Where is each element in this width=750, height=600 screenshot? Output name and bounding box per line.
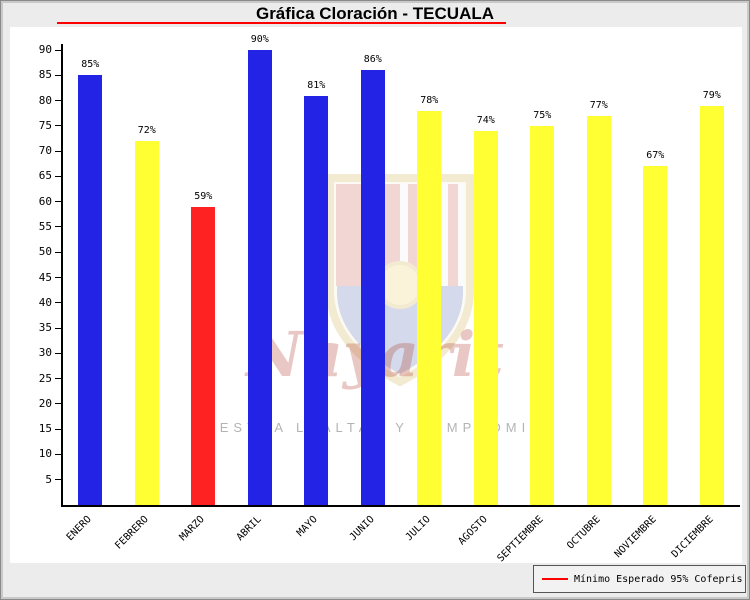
bar-value-label: 67% bbox=[646, 150, 665, 162]
page-title: Gráfica Cloración - TECUALA bbox=[255, 4, 495, 23]
y-tick-label: 75 bbox=[38, 118, 52, 132]
bar-value-label: 78% bbox=[420, 94, 439, 106]
y-tick-label: 70 bbox=[38, 144, 52, 158]
bar bbox=[586, 115, 611, 505]
y-tick-label: 45 bbox=[38, 270, 52, 284]
y-tick-mark bbox=[55, 378, 61, 380]
y-tick-mark bbox=[55, 100, 61, 102]
legend: Mínimo Esperado 95% Cofepris bbox=[533, 565, 746, 593]
y-tick-mark bbox=[55, 327, 61, 329]
y-tick-label: 25 bbox=[38, 371, 52, 385]
title-underline bbox=[57, 22, 506, 24]
bar-value-label: 90% bbox=[250, 34, 269, 46]
bar-value-label: 77% bbox=[589, 99, 608, 111]
y-tick-label: 15 bbox=[38, 422, 52, 436]
y-tick-label: 40 bbox=[38, 295, 52, 309]
y-tick-label: 30 bbox=[38, 346, 52, 360]
bar bbox=[417, 110, 442, 505]
y-tick-mark bbox=[55, 226, 61, 228]
bar-value-label: 86% bbox=[363, 54, 382, 66]
y-tick-label: 20 bbox=[38, 396, 52, 410]
bar bbox=[360, 70, 385, 505]
y-tick-label: 80 bbox=[38, 93, 52, 107]
bar bbox=[304, 95, 329, 505]
y-tick-label: 60 bbox=[38, 194, 52, 208]
y-tick-mark bbox=[55, 150, 61, 152]
bar-value-label: 85% bbox=[81, 59, 100, 71]
y-tick-mark bbox=[55, 49, 61, 51]
bar-value-label: 74% bbox=[476, 114, 495, 126]
y-tick-label: 5 bbox=[45, 472, 52, 486]
y-tick-label: 90 bbox=[38, 43, 52, 57]
bar bbox=[643, 166, 668, 505]
y-tick-label: 50 bbox=[38, 245, 52, 259]
y-tick-mark bbox=[55, 201, 61, 203]
y-tick-mark bbox=[55, 277, 61, 279]
y-tick-mark bbox=[55, 479, 61, 481]
y-tick-mark bbox=[55, 251, 61, 253]
legend-label: Mínimo Esperado 95% Cofepris bbox=[574, 573, 743, 585]
bar bbox=[247, 50, 272, 505]
y-tick-label: 35 bbox=[38, 321, 52, 335]
bar bbox=[530, 125, 555, 505]
y-tick-mark bbox=[55, 428, 61, 430]
y-tick-mark bbox=[55, 403, 61, 405]
y-tick-mark bbox=[55, 125, 61, 127]
y-tick-mark bbox=[55, 453, 61, 455]
bar-value-label: 72% bbox=[137, 125, 156, 137]
bar-value-label: 79% bbox=[702, 89, 721, 101]
y-tick-mark bbox=[55, 302, 61, 304]
bar bbox=[191, 206, 216, 505]
x-axis-line bbox=[61, 505, 740, 507]
legend-line-icon bbox=[542, 578, 568, 580]
bar-value-label: 81% bbox=[307, 79, 326, 91]
y-tick-label: 55 bbox=[38, 219, 52, 233]
bar bbox=[134, 141, 159, 505]
y-tick-label: 65 bbox=[38, 169, 52, 183]
bar bbox=[699, 105, 724, 505]
y-tick-mark bbox=[55, 352, 61, 354]
y-tick-mark bbox=[55, 74, 61, 76]
bar bbox=[473, 130, 498, 505]
bar-value-label: 59% bbox=[194, 190, 213, 202]
bar-value-label: 75% bbox=[533, 109, 552, 121]
y-tick-label: 10 bbox=[38, 447, 52, 461]
y-tick-mark bbox=[55, 175, 61, 177]
bar bbox=[78, 75, 103, 505]
y-axis-line bbox=[61, 44, 63, 507]
y-tick-label: 85 bbox=[38, 68, 52, 82]
